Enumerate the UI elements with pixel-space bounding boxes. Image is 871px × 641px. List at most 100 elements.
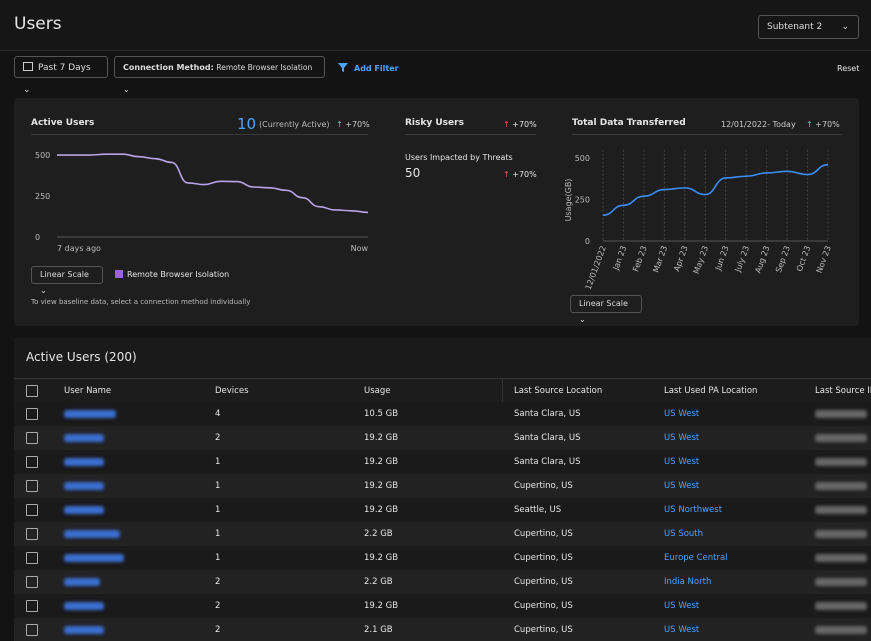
data-change: ↑ +70% [806,120,840,129]
tenant-name: Subtenant 2 [767,22,823,32]
up-arrow: ↑ [503,170,510,179]
devices: 2 [215,433,221,443]
pa-location: India North [664,577,712,587]
x-tick-label: 12/01/2022 [584,245,608,291]
y-tick-label: 0 [585,237,590,246]
impacted-label: Users Impacted by Threats [405,153,513,162]
devices: 2 [215,577,221,587]
source-location: Cupertino, US [514,553,573,563]
pa-location: US South [664,529,704,539]
add-filter[interactable]: Add Filter [338,63,399,73]
pa-location: Europe Central [664,553,728,563]
y-tick-label: 0 [35,233,40,242]
checkbox[interactable] [26,432,38,444]
checkbox[interactable] [26,456,38,468]
summary-card [14,98,859,326]
devices: 2 [215,625,221,635]
usage: 2.1 GB [364,625,393,635]
ip-redacted [815,626,867,634]
devices: 1 [215,529,221,539]
checkbox[interactable] [26,480,38,492]
column-header: Usage [364,386,391,396]
checkbox[interactable] [26,504,38,516]
legend: Remote Browser Isolation [115,270,229,279]
user-name-redacted [64,626,104,634]
ip-redacted [815,458,867,466]
checkbox[interactable] [26,576,38,588]
note: To view baseline data, select a connecti… [31,298,251,306]
x-tick-label: Aug 23 [753,245,771,275]
checkbox[interactable] [26,624,38,636]
x-tick-label: Feb 23 [631,245,649,273]
x-tick-label: Jan 23 [611,245,628,273]
source-location: Cupertino, US [514,577,573,587]
y-axis-label: Usage(GB) [564,179,573,222]
table-row: 1 19.2 GB Cupertino, US US West [14,474,871,498]
active-change: ↑ +70% [336,120,370,129]
impacted-change-value: +70% [512,170,537,179]
x-tick-label: Jun 23 [713,245,730,273]
divider [31,134,368,135]
x-tick-label: Now [351,244,369,253]
scale: Linear Scale [579,299,628,308]
x-tick-label: July 23 [733,245,751,274]
usage: 19.2 GB [364,481,399,491]
ip-redacted [815,410,867,418]
scale: Linear Scale [40,270,89,279]
ip-redacted [815,530,867,538]
source-location: Santa Clara, US [514,433,581,443]
pa-location: US West [664,433,700,443]
up-arrow: ↑ [336,120,343,129]
data-range: 12/01/2022- Today [721,120,796,129]
column-header: Last Source Location [514,386,603,396]
table-title: Active Users (200) [26,350,137,364]
checkbox[interactable] [26,528,38,540]
add-filter-text: Add Filter [354,64,399,73]
table-row: 1 19.2 GB Cupertino, US Europe Central [14,546,871,570]
column-header: Last Used PA Location [664,386,758,396]
checkbox[interactable] [26,408,38,420]
divider [405,134,536,135]
filter-shape [338,63,348,72]
scale-select[interactable]: Linear Scale ⌄ [31,266,103,295]
connection-value: Remote Browser Isolation [216,63,313,72]
ip-redacted [815,434,867,442]
table-row: 1 19.2 GB Santa Clara, US US West [14,450,871,474]
usage: 19.2 GB [364,433,399,443]
devices: 2 [215,601,221,611]
usage: 19.2 GB [364,457,399,467]
page-title: Users [14,14,62,34]
checkbox[interactable] [26,552,38,564]
user-name-redacted [64,482,104,490]
tenant-select[interactable]: Subtenant 2 ⌄ [758,15,859,39]
table-header: User Name Devices Usage Last Source Locatio… [14,378,871,404]
pa-location: US West [664,601,700,611]
data-change-value: +70% [815,120,840,129]
x-tick-label: Nov 23 [815,245,833,275]
top-bar [0,0,871,51]
usage: 2.2 GB [364,529,393,539]
chevron: ⌄ [841,22,849,32]
connection-label: Connection Method: [123,63,214,72]
checkbox[interactable] [26,600,38,612]
impacted-count: 50 [405,166,421,180]
table-count: (200) [104,350,137,364]
source-location: Seattle, US [514,505,562,515]
table-row: 2 2.1 GB Cupertino, US US West [14,618,871,641]
current-count: 10 [237,115,257,133]
reset[interactable]: Reset [837,64,860,73]
pa-location: US West [664,409,700,419]
pa-location: US West [664,481,700,491]
connection-select[interactable]: Connection Method: Remote Browser Isolat… [114,56,325,94]
user-name-redacted [64,410,116,418]
active-change-value: +70% [345,120,370,129]
ip-redacted [815,554,867,562]
table-row: 1 19.2 GB Seattle, US US Northwest [14,498,871,522]
period-select[interactable]: Past 7 Days ⌄ [14,56,108,95]
active-users-title: Active Users [31,118,95,128]
x-tick-label: Sep 23 [774,245,792,274]
column-header: Devices [215,386,249,396]
devices: 1 [215,505,221,515]
scale-select[interactable]: Linear Scale ⌄ [570,295,642,324]
devices: 1 [215,481,221,491]
